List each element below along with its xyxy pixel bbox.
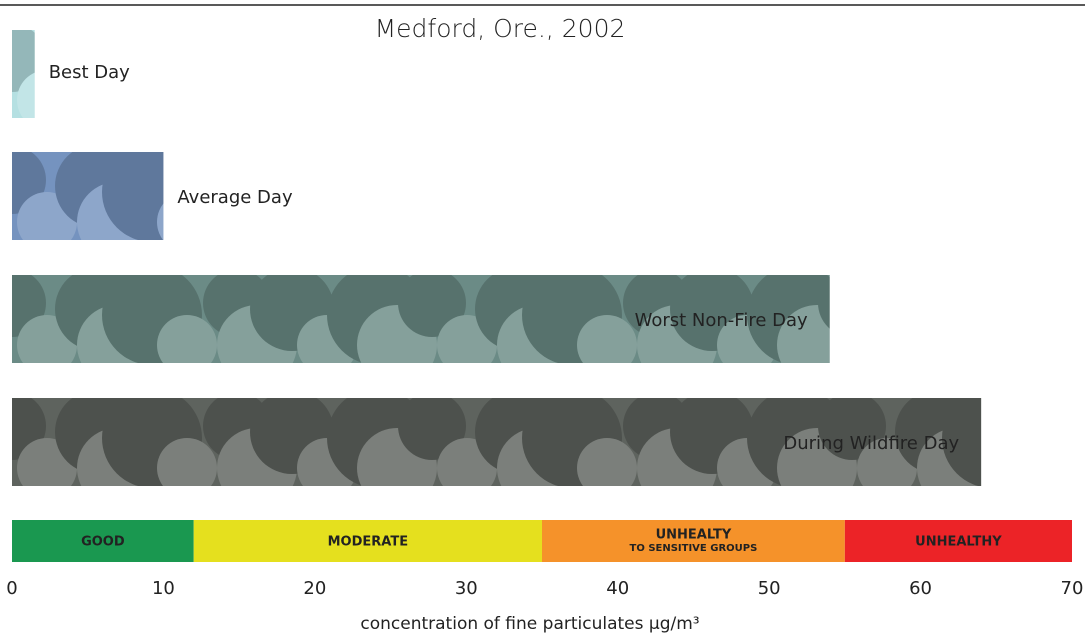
cloud: [497, 305, 577, 363]
cloud: [327, 275, 427, 363]
bar: [12, 152, 164, 240]
cloud: [917, 428, 982, 486]
bar-label: Worst Non-Fire Day: [635, 310, 808, 331]
cloud: [398, 398, 466, 460]
cloud: [497, 428, 577, 486]
cloud: [55, 152, 139, 228]
cloud: [577, 438, 637, 486]
cloud: [250, 398, 334, 474]
cloud: [157, 438, 217, 486]
cloud: [895, 398, 979, 474]
cloud: [475, 275, 559, 351]
cloud-texture: [12, 30, 35, 118]
cloud: [637, 428, 717, 486]
cloud: [637, 305, 717, 363]
cloud: [327, 398, 427, 486]
x-tick-label: 60: [909, 578, 932, 599]
cloud: [437, 315, 497, 363]
x-axis-label: concentration of fine particulates µg/m³: [360, 614, 699, 634]
cloud: [717, 438, 777, 486]
aqi-band: [542, 520, 845, 562]
cloud: [997, 438, 1057, 498]
bar-label: During Wildfire Day: [783, 433, 959, 454]
cloud-texture: [12, 275, 917, 375]
bar-label: Average Day: [177, 187, 293, 208]
cloud: [623, 275, 691, 337]
x-tick-label: 50: [758, 578, 781, 599]
cloud: [522, 275, 622, 363]
cloud: [747, 275, 830, 363]
cloud: [357, 428, 437, 486]
cloud: [12, 275, 46, 337]
x-tick-label: 70: [1061, 578, 1084, 599]
cloud-texture: [12, 152, 164, 240]
cloud: [398, 275, 466, 337]
cloud: [818, 277, 830, 329]
band-label: UNHEALTHY: [915, 535, 1002, 550]
chart-title: Medford, Ore., 2002: [375, 14, 626, 43]
cloud: [777, 305, 830, 363]
cloud: [942, 398, 982, 486]
cloud: [475, 398, 559, 474]
bar-label: Best Day: [49, 62, 130, 83]
cloud: [747, 398, 847, 486]
band-label: MODERATE: [328, 535, 408, 550]
band-sublabel: TO SENSITIVE GROUPS: [630, 543, 758, 554]
cloud: [217, 428, 297, 486]
cloud: [55, 398, 139, 474]
cloud: [623, 398, 691, 460]
cloud: [12, 152, 46, 214]
cloud: [17, 438, 77, 486]
bar: [12, 398, 982, 486]
cloud: [297, 315, 357, 363]
cloud: [102, 152, 164, 240]
band-label: UNHEALTY: [656, 528, 732, 543]
cloud: [818, 398, 886, 460]
cloud: [857, 438, 917, 486]
x-tick-label: 10: [152, 578, 175, 599]
cloud: [157, 203, 164, 240]
aqi-band: [12, 520, 194, 562]
cloud: [12, 30, 35, 92]
aqi-band: [844, 520, 1072, 562]
bar: [12, 30, 35, 118]
cloud: [522, 398, 622, 486]
cloud: [217, 305, 297, 363]
cloud: [203, 398, 271, 460]
x-tick-label: 20: [303, 578, 326, 599]
cloud: [17, 72, 35, 118]
cloud: [670, 275, 754, 351]
cloud: [203, 275, 271, 337]
cloud: [357, 305, 437, 363]
cloud: [250, 275, 334, 351]
band-label: GOOD: [81, 535, 125, 550]
bar: [12, 275, 830, 363]
cloud: [102, 275, 202, 363]
cloud: [577, 315, 637, 363]
cloud: [437, 438, 497, 486]
x-tick-label: 40: [606, 578, 629, 599]
cloud: [777, 428, 857, 486]
cloud: [670, 398, 754, 474]
cloud: [77, 428, 157, 486]
x-tick-label: 0: [6, 578, 17, 599]
cloud: [717, 315, 777, 363]
cloud: [17, 192, 77, 240]
cloud: [102, 398, 202, 486]
x-tick-label: 30: [455, 578, 478, 599]
cloud: [17, 315, 77, 363]
aqi-band: [193, 520, 542, 562]
cloud-texture: [12, 398, 1057, 498]
cloud: [297, 438, 357, 486]
cloud: [857, 315, 917, 375]
cloud: [77, 182, 157, 240]
cloud: [55, 275, 139, 351]
cloud: [12, 398, 46, 460]
cloud: [157, 315, 217, 363]
cloud: [77, 305, 157, 363]
